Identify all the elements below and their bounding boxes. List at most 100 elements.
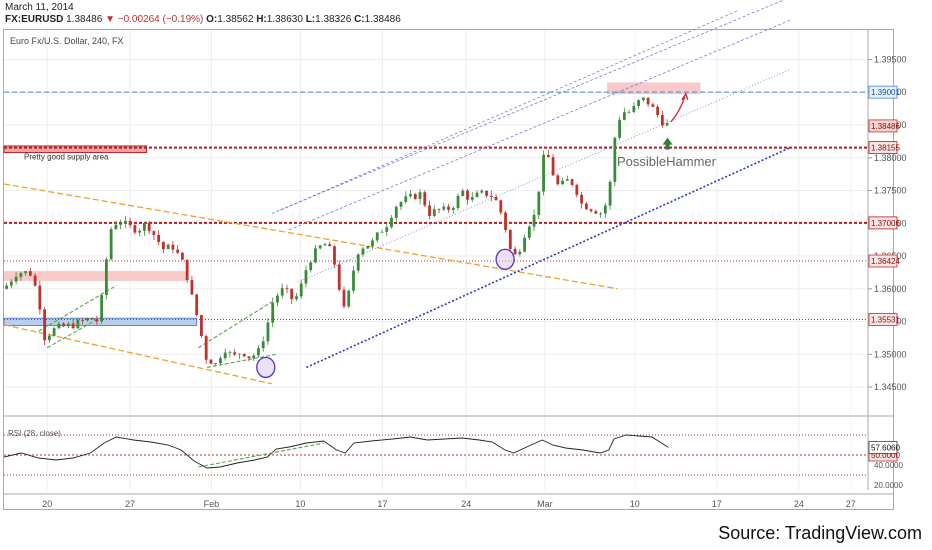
- low-label: L:: [305, 14, 316, 25]
- chart-frame: [3, 29, 894, 510]
- candle-body: [104, 259, 108, 296]
- highlight-circle-2: [495, 248, 515, 271]
- candle-body: [109, 229, 113, 260]
- candle-body: [447, 206, 450, 210]
- source-label: Source:: [718, 523, 785, 543]
- candle-body: [85, 318, 89, 321]
- candle-body: [318, 245, 322, 249]
- candle-body: [233, 352, 237, 355]
- candle-body: [551, 157, 555, 176]
- candle-body: [166, 244, 170, 250]
- candle-body: [356, 254, 360, 271]
- orange-trendline-lower: [3, 324, 272, 385]
- level-1.37006-tag: [868, 216, 898, 230]
- x-tick-label: Feb: [204, 499, 220, 509]
- candle-body: [527, 226, 531, 238]
- rsi-last-label: 57.6060: [871, 443, 900, 452]
- candle-body: [195, 294, 199, 316]
- y-tick-label: 1.39500: [874, 54, 907, 64]
- x-tick-label: 27: [125, 499, 135, 509]
- candle-body: [171, 244, 175, 250]
- x-tick-label: 24: [461, 499, 471, 509]
- last-price: 1.38486: [66, 14, 103, 25]
- candle-body: [570, 179, 574, 185]
- green-channel-1-2: [46, 317, 100, 349]
- candle-body: [518, 251, 522, 255]
- candle-body: [480, 190, 484, 193]
- last-price-tag-label: 1.38486: [871, 122, 900, 131]
- rsi-line: [3, 434, 669, 469]
- close-label: C:: [354, 14, 365, 25]
- candle-body: [38, 285, 42, 310]
- green-channel-1-1: [38, 285, 117, 332]
- candle-body: [152, 231, 156, 235]
- candle-body: [24, 271, 27, 274]
- candle-body: [508, 229, 512, 249]
- source-site: TradingView.com: [784, 523, 922, 543]
- candle-body: [542, 154, 545, 192]
- resistance-1.39001-tag: [868, 85, 898, 99]
- green-channel-2-1: [198, 301, 273, 349]
- candle-body: [632, 106, 636, 112]
- candle-body: [47, 335, 51, 341]
- candle-body: [665, 123, 669, 126]
- rsi-last-tag: [868, 440, 898, 454]
- candle-body: [428, 205, 431, 216]
- x-tick-label: 24: [794, 499, 804, 509]
- candle-body: [622, 112, 626, 120]
- channel-mid1: [297, 68, 791, 283]
- candle-body: [304, 270, 308, 284]
- candle-body: [247, 356, 251, 359]
- candle-body: [62, 323, 66, 327]
- x-tick-label: 10: [295, 499, 305, 509]
- candle-body: [100, 295, 104, 322]
- candle-body: [537, 191, 541, 215]
- x-tick-label: Mar: [537, 499, 553, 509]
- candle-body: [71, 323, 75, 329]
- candle-body: [485, 190, 488, 196]
- level-1.35531-tag-label: 1.35531: [871, 316, 900, 325]
- x-tick-label: 10: [630, 499, 640, 509]
- candle-body: [409, 194, 412, 197]
- candle-body: [594, 211, 598, 214]
- highlight-circle-1: [256, 356, 276, 379]
- candle-body: [347, 290, 351, 307]
- candle-body: [475, 192, 479, 198]
- candle-body: [451, 207, 455, 210]
- price-change: ▼ −0.00264 (−0.19%): [105, 14, 204, 25]
- close-value: 1.38486: [364, 14, 401, 25]
- candle-body: [280, 288, 284, 296]
- candle-body: [584, 203, 588, 210]
- source-credit: Source: TradingView.com: [718, 523, 922, 544]
- candle-body: [618, 119, 621, 138]
- y-tick-label: 1.38000: [874, 153, 907, 163]
- candle-body: [66, 323, 70, 327]
- candle-body: [143, 223, 146, 231]
- candle-body: [637, 100, 641, 107]
- candle-body: [399, 202, 403, 207]
- candle-body: [114, 224, 118, 230]
- candle-body: [561, 180, 564, 185]
- candle-body: [599, 213, 602, 215]
- orange-trendline-upper: [3, 183, 618, 290]
- candle-body: [442, 206, 446, 210]
- rsi-green-trendline: [198, 442, 324, 468]
- open-value: 1.38562: [217, 14, 254, 25]
- candle-body: [76, 320, 80, 329]
- candle-body: [413, 194, 417, 200]
- candle-body: [466, 190, 469, 200]
- candle-body: [128, 220, 132, 226]
- candle-body: [352, 270, 355, 291]
- candle-body: [361, 248, 365, 255]
- candle-body: [299, 283, 303, 297]
- candle-body: [314, 248, 317, 263]
- pink-zone-left: [4, 271, 188, 281]
- candle-body: [257, 348, 260, 356]
- open-label: O:: [206, 14, 218, 25]
- candle-body: [228, 352, 232, 354]
- red-projection-arrow: [670, 96, 686, 123]
- candle-body: [252, 355, 256, 359]
- candle-body: [5, 285, 8, 289]
- candle-body: [603, 205, 607, 214]
